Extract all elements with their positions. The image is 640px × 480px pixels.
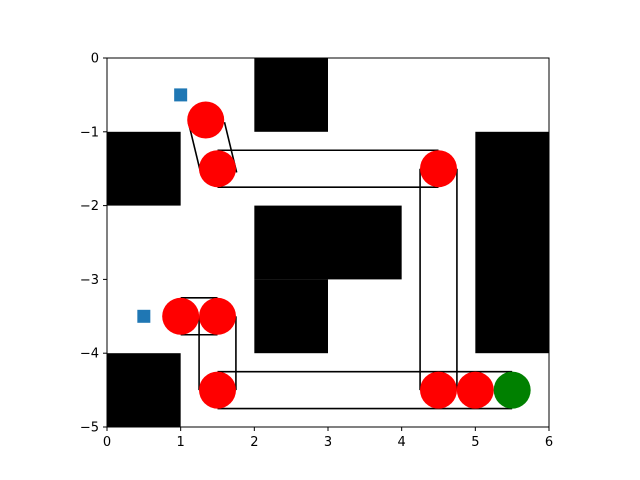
y-tick-label-5: −5 [80,421,99,436]
obstacle-5 [107,353,181,427]
x-tick-label-6: 6 [545,435,553,450]
x-axis-ticks: 0 1 2 3 4 5 6 [103,427,553,450]
y-axis-ticks: 0 −1 −2 −3 −4 −5 [80,52,107,436]
y-tick-label-1: −1 [80,125,99,140]
obstacle-3 [254,205,402,280]
x-tick-label-4: 4 [398,435,406,450]
waypoint-point-6 [420,371,457,409]
waypoint-point-2 [420,150,457,188]
obstacle-0 [254,58,328,132]
waypoint-point-1 [199,150,236,188]
waypoint-point-3 [162,297,200,335]
marker-square-1 [137,309,151,323]
x-tick-label-5: 5 [471,435,479,450]
markers [137,88,188,323]
obstacle-2 [475,131,549,354]
obstacle-4 [254,279,328,354]
y-tick-label-3: −3 [80,273,99,288]
waypoint-point-7 [456,371,494,409]
obstacle-1 [107,131,181,206]
waypoint-point-0 [187,101,225,139]
waypoints [162,101,531,409]
x-tick-label-0: 0 [103,435,111,450]
y-tick-label-4: −4 [80,347,99,362]
goal-point [493,371,531,409]
marker-square-0 [174,88,188,102]
y-tick-label-2: −2 [80,199,99,214]
x-tick-label-3: 3 [324,435,332,450]
x-tick-label-1: 1 [177,435,185,450]
obstacles [107,58,549,427]
x-tick-label-2: 2 [250,435,258,450]
y-tick-label-0: 0 [91,52,99,67]
waypoint-point-5 [199,371,236,409]
waypoint-point-4 [199,297,236,335]
corridor-line-0 [187,122,202,173]
